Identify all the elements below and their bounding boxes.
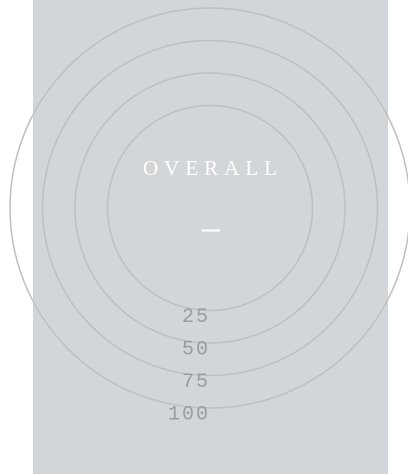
grid-ring (41, 39, 379, 377)
ring-label: 75 (182, 371, 210, 394)
panel (33, 0, 388, 474)
grid-ring (106, 104, 314, 312)
grid-ring (74, 72, 346, 344)
ring-label: 25 (182, 306, 210, 329)
ring-label: 50 (182, 338, 210, 361)
center-label: — (201, 214, 221, 248)
ring-label: 100 (168, 403, 210, 426)
chart-title: OVERALL (143, 156, 283, 180)
grid-ring (9, 7, 408, 409)
